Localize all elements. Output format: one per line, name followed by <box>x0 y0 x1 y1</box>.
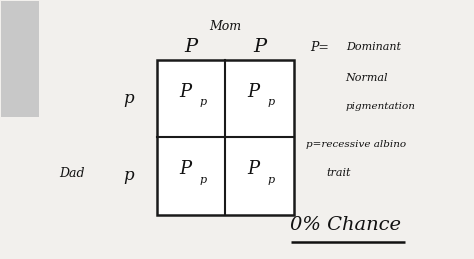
Bar <box>0 1 38 117</box>
Text: p: p <box>268 97 275 107</box>
Text: p: p <box>123 90 134 107</box>
Text: P: P <box>253 38 266 56</box>
Text: P: P <box>179 160 191 178</box>
Text: P: P <box>179 83 191 101</box>
Text: Normal: Normal <box>346 73 388 83</box>
Bar <box>156 60 294 214</box>
Text: p: p <box>268 175 275 185</box>
Text: P: P <box>184 38 198 56</box>
Bar <box>156 60 294 214</box>
Text: Dad: Dad <box>59 167 84 180</box>
Text: p=recessive albino: p=recessive albino <box>306 140 406 149</box>
Text: pigmentation: pigmentation <box>346 102 416 111</box>
Text: Mom: Mom <box>209 20 241 33</box>
Text: P: P <box>248 83 260 101</box>
Text: P: P <box>248 160 260 178</box>
Text: 0% Chance: 0% Chance <box>290 216 401 234</box>
Text: trait: trait <box>327 168 351 178</box>
Text: p: p <box>123 167 134 184</box>
Text: P=: P= <box>310 41 329 54</box>
Text: p: p <box>199 97 206 107</box>
Text: Dominant: Dominant <box>346 42 401 52</box>
Text: p: p <box>199 175 206 185</box>
